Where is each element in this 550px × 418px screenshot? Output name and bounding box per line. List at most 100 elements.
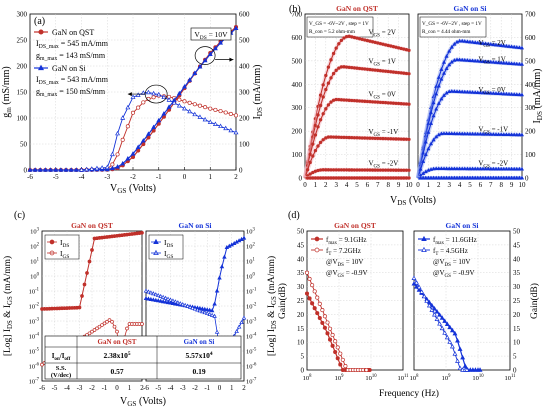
ids-point — [222, 254, 227, 259]
ids-si-point — [104, 166, 110, 172]
ids-point — [151, 297, 156, 302]
panel-d-qst-legend-fmax-marker — [314, 236, 320, 242]
output-point — [439, 96, 444, 101]
output-point — [441, 166, 447, 171]
gm-si-point — [145, 89, 151, 95]
panel-d-si-title: GaN on Si — [446, 221, 479, 230]
ytick-label-right: 200 — [239, 115, 250, 123]
igs-point — [156, 292, 161, 298]
output-point — [396, 101, 401, 106]
ids-si-point — [58, 167, 64, 172]
curve-label-si: VGS = 1V — [478, 55, 506, 65]
ids-si-point — [233, 25, 239, 31]
y-axis-title-right: IDS (mA/mm) — [252, 64, 264, 119]
output-point — [517, 61, 522, 66]
output-point — [376, 100, 380, 104]
output-point — [501, 91, 506, 96]
xtick-label: -1 — [204, 384, 210, 392]
output-point — [499, 132, 504, 136]
y-axis-title-left: Gain(dB) — [277, 283, 288, 319]
output-point — [339, 65, 344, 69]
output-point — [493, 42, 499, 47]
xtick-label: -3 — [77, 384, 83, 392]
output-point — [426, 146, 431, 151]
ids-point — [163, 299, 168, 304]
output-point — [470, 166, 475, 171]
output-point — [447, 166, 452, 171]
output-point — [334, 97, 338, 102]
output-point — [519, 175, 525, 180]
xtick-label: 1010 — [365, 374, 377, 382]
output-point — [316, 168, 320, 173]
xtick-label: 6 — [479, 181, 483, 189]
output-point — [457, 166, 462, 171]
output-point — [373, 40, 377, 45]
output-point — [329, 58, 333, 62]
ytick-label-right: 10-2 — [246, 303, 257, 311]
output-point — [381, 168, 385, 172]
gm-qst-point — [182, 99, 187, 104]
output-point — [473, 58, 478, 63]
output-point — [386, 101, 390, 105]
output-point — [454, 175, 460, 180]
output-point — [321, 95, 325, 99]
output-point — [313, 133, 318, 137]
output-point — [509, 92, 514, 96]
ids-point — [165, 300, 171, 305]
output-point — [339, 38, 344, 43]
output-point — [391, 70, 396, 74]
igs-point — [158, 293, 163, 298]
output-point — [439, 131, 444, 136]
output-point — [460, 166, 465, 171]
legend-qst-name: GaN on QST — [52, 28, 94, 37]
output-point — [499, 166, 504, 171]
panel-d-qst-legend-vgs: @VGS = -0.9V — [326, 269, 368, 279]
output-point — [488, 166, 493, 171]
output-point — [326, 168, 331, 172]
igs-point — [234, 328, 239, 334]
xtick-label: -1 — [102, 384, 108, 392]
output-point — [313, 148, 318, 153]
gm-si-point — [233, 129, 239, 135]
ytick-label-left: 100 — [17, 115, 28, 123]
output-point — [316, 144, 320, 148]
output-point — [337, 42, 341, 46]
xtick-label: 109 — [442, 374, 452, 382]
ytick-label-left: 50 — [20, 141, 28, 149]
summary-table — [44, 335, 242, 380]
output-point — [329, 100, 333, 104]
ids-si-point — [68, 167, 74, 172]
ids-si-point — [120, 160, 126, 166]
output-point — [488, 42, 493, 46]
output-point — [512, 166, 517, 171]
ytick-label: 40 — [297, 255, 305, 263]
output-point — [444, 54, 449, 58]
ids-si-point — [53, 167, 59, 172]
panel-c-qst-legend-ids: IDS — [60, 238, 69, 249]
gm-si-point — [109, 151, 115, 157]
output-point — [457, 89, 462, 94]
ytick-label: 600 — [292, 34, 303, 42]
output-point — [449, 166, 454, 171]
output-point — [404, 71, 409, 76]
gm-si-point — [212, 121, 218, 126]
output-point — [509, 44, 514, 49]
ids-si-point — [125, 156, 131, 161]
xtick-label: -5 — [53, 173, 59, 181]
output-point — [473, 166, 478, 171]
xtick-label: 2 — [234, 173, 238, 181]
ytick-label: 10 — [297, 339, 305, 347]
fmax-point — [367, 367, 372, 373]
output-point — [486, 59, 491, 64]
output-point — [339, 135, 344, 140]
output-point — [363, 67, 367, 71]
igs-point — [115, 329, 119, 334]
output-point — [396, 176, 401, 180]
ft-point — [432, 311, 437, 317]
output-point — [473, 131, 478, 136]
gm-si-point — [171, 100, 177, 105]
fmax-point — [307, 296, 312, 301]
output-point — [501, 166, 506, 171]
ids-si-point — [207, 51, 213, 57]
xtick-label: 6 — [366, 181, 370, 189]
